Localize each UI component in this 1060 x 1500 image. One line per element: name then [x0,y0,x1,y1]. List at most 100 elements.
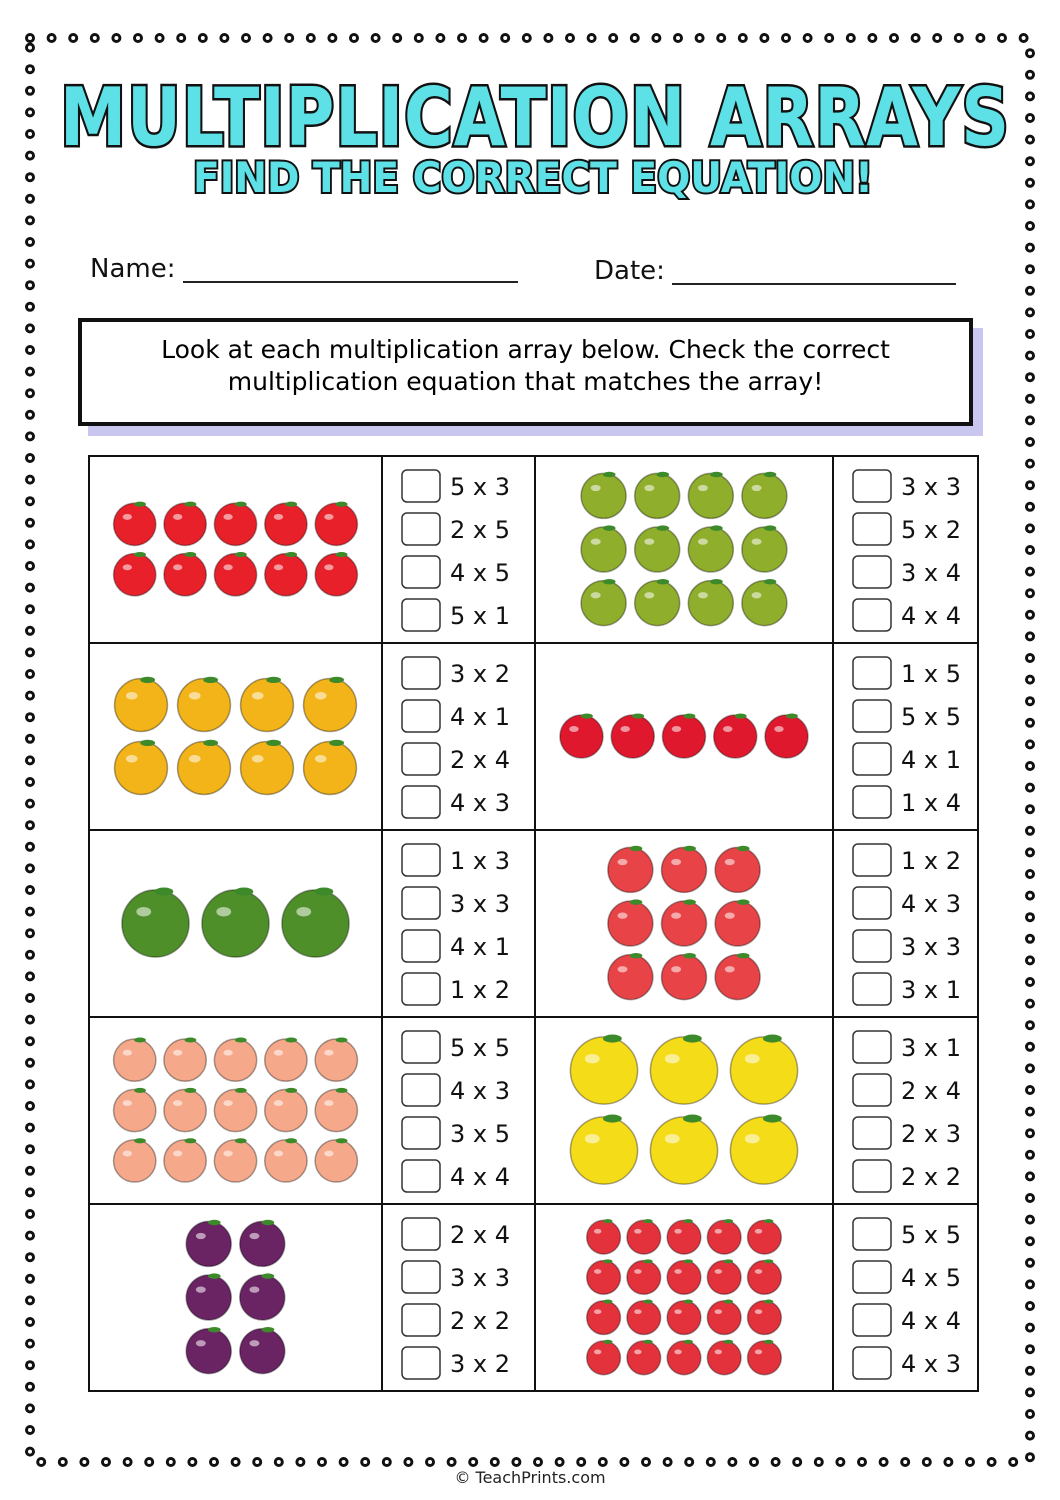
array-item-leaf [643,1219,653,1224]
option-label: 5 x 3 [450,473,510,501]
checkbox[interactable] [401,886,441,920]
array-item-shine [195,1340,206,1347]
option-label: 4 x 3 [901,890,961,918]
checkbox[interactable] [852,598,892,632]
checkbox[interactable] [401,555,441,589]
array-item-leaf [603,1339,613,1344]
array-item-leaf [683,845,696,852]
array-item-leaf [656,579,670,585]
option-label: 5 x 5 [450,1034,510,1062]
option-label: 2 x 3 [901,1120,961,1148]
checkbox[interactable] [401,1217,441,1251]
option-label: 4 x 4 [901,1307,961,1335]
checkbox[interactable] [401,1073,441,1107]
checkbox[interactable] [401,1030,441,1064]
checkbox[interactable] [852,972,892,1006]
array-item-leaf [710,525,723,531]
checkbox[interactable] [401,512,441,546]
array-item-shine [671,966,682,973]
array-item [314,502,359,547]
array-item-leaf [683,1299,693,1304]
checkbox[interactable] [852,886,892,920]
array-item-leaf [710,579,723,585]
array-item-shine [754,1309,763,1315]
checkbox[interactable] [401,972,441,1006]
array-item-leaf [134,552,146,558]
checkbox[interactable] [852,843,892,877]
array-item-leaf [580,713,593,719]
checkbox[interactable] [401,1260,441,1294]
checkbox[interactable] [852,1260,892,1294]
checkbox[interactable] [852,512,892,546]
array-item-shine [273,1049,284,1056]
checkbox[interactable] [852,1217,892,1251]
array-item-leaf [723,1339,734,1344]
array-item [666,1299,702,1336]
array-item [607,953,654,1001]
array-item [633,579,681,627]
array-item-leaf [683,1339,693,1344]
array-item [185,1274,232,1321]
array-item [263,552,308,597]
array-item [213,552,258,597]
array-item-shine [324,564,334,571]
checkbox[interactable] [852,929,892,963]
checkbox[interactable] [852,1073,892,1107]
array-item-leaf [643,1299,653,1304]
array-item-leaf [723,1299,734,1304]
array-item-shine [122,1150,132,1157]
checkbox[interactable] [401,1159,441,1193]
option-label: 3 x 1 [901,1034,961,1062]
checkbox[interactable] [401,785,441,819]
array-item-leaf [234,1138,247,1144]
array-item-shine [644,592,655,599]
array-item-shine [634,1269,642,1274]
checkbox[interactable] [401,742,441,776]
array-item-leaf [762,1034,782,1043]
checkbox[interactable] [852,1346,892,1380]
checkbox[interactable] [852,555,892,589]
array-item [714,846,761,894]
checkbox[interactable] [401,656,441,690]
option-label: 2 x 4 [450,1221,510,1249]
checkbox[interactable] [401,598,441,632]
array-item [607,900,654,947]
array-item-shine [324,513,334,520]
array-item-shine [744,1054,760,1064]
checkbox[interactable] [401,699,441,733]
checkbox[interactable] [401,1116,441,1150]
checkbox[interactable] [852,656,892,690]
array-item [213,1038,258,1083]
option-label: 2 x 2 [450,1307,510,1335]
checkbox[interactable] [852,1030,892,1064]
array-item-leaf [683,899,696,905]
array-item-shine [593,1349,602,1355]
checkbox[interactable] [852,742,892,776]
array-item-leaf [261,1219,275,1226]
array-item-shine [273,564,284,571]
array-item [626,1259,662,1296]
array-item-leaf [763,525,777,531]
checkbox[interactable] [852,699,892,733]
checkbox[interactable] [401,469,441,503]
array-item-leaf [603,1259,613,1264]
checkbox[interactable] [401,929,441,963]
subtitle: FIND THE CORRECT EQUATION! [193,153,873,202]
checkbox[interactable] [852,1303,892,1337]
array-item-leaf [266,739,282,747]
checkbox[interactable] [401,843,441,877]
checkbox[interactable] [401,1346,441,1380]
array-item [263,1088,308,1133]
checkbox[interactable] [852,1159,892,1193]
array-item-shine [671,858,682,866]
checkbox[interactable] [852,785,892,819]
checkbox[interactable] [401,1303,441,1337]
array-item-shine [754,1349,763,1355]
array-item-shine [674,1228,682,1234]
array-item-shine [324,1100,334,1107]
checkbox[interactable] [852,1116,892,1150]
checkbox[interactable] [852,469,892,503]
option-label: 5 x 1 [450,602,510,630]
array-item-shine [223,1049,233,1056]
array-item-leaf [736,953,750,959]
